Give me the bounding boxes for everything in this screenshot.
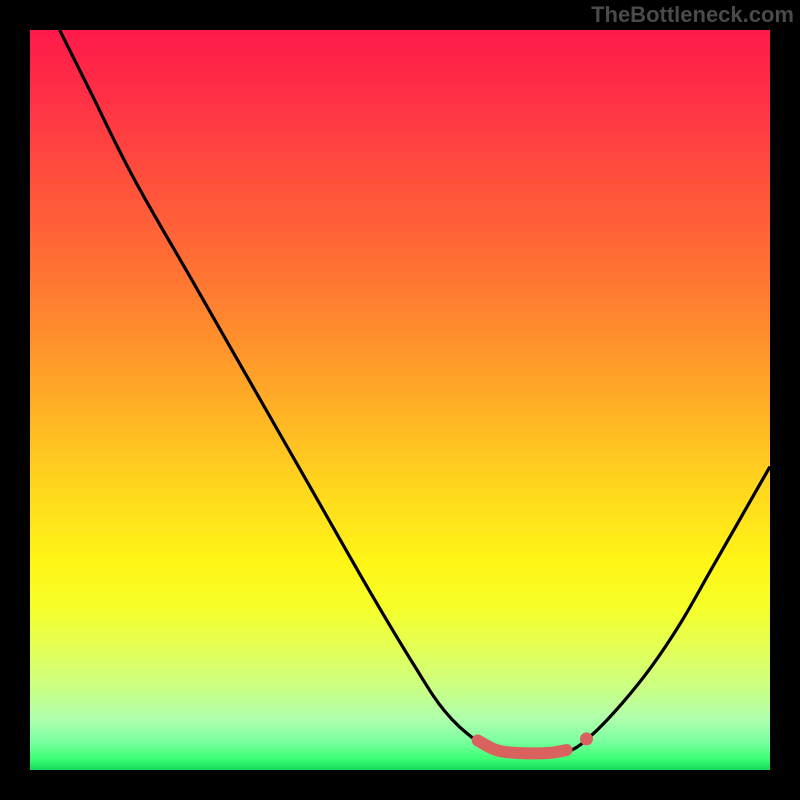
attribution-text: TheBottleneck.com: [591, 2, 794, 28]
chart-container: TheBottleneck.com: [0, 0, 800, 800]
plot-area: [30, 30, 770, 770]
gradient-background: [30, 30, 770, 770]
